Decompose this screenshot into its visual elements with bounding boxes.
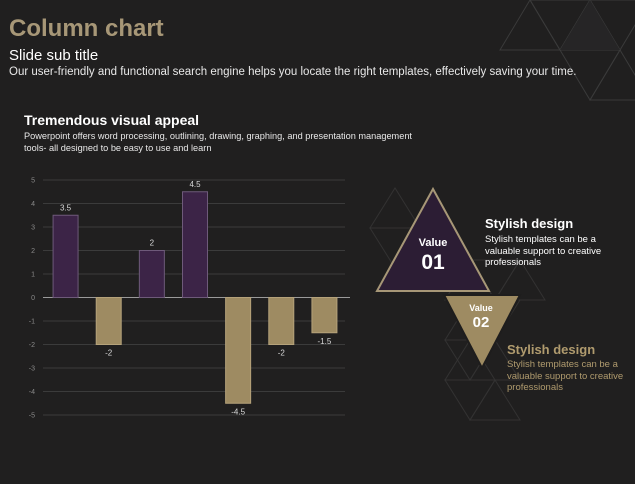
y-tick-label: -1 bbox=[29, 319, 35, 326]
data-label: -2 bbox=[278, 349, 286, 358]
y-tick-label: 0 bbox=[31, 295, 35, 302]
bar bbox=[311, 297, 338, 334]
data-label: 4.5 bbox=[189, 180, 201, 189]
card-02-text: Stylish templates can be a valuable supp… bbox=[507, 359, 624, 393]
slide-subtitle: Slide sub title bbox=[9, 47, 99, 64]
value-02-triangle bbox=[442, 294, 522, 371]
bar bbox=[95, 297, 122, 345]
y-tick-label: -2 bbox=[29, 342, 35, 349]
value-02-number: 02 bbox=[472, 314, 490, 331]
card-01-title: Stylish design bbox=[485, 216, 574, 231]
section-heading: Tremendous visual appeal bbox=[24, 112, 200, 128]
data-label: -2 bbox=[105, 349, 113, 358]
y-tick-label: -4 bbox=[29, 389, 35, 396]
section-body: Powerpoint offers word processing, outli… bbox=[24, 131, 412, 153]
y-tick-label: 5 bbox=[31, 178, 35, 185]
value-01-label: Value bbox=[418, 237, 448, 249]
bar bbox=[138, 250, 165, 298]
data-label: -1.5 bbox=[318, 337, 332, 346]
value-01-number: 01 bbox=[421, 251, 445, 274]
slide-description: Our user-friendly and functional search … bbox=[9, 66, 577, 78]
slide-title: Column chart bbox=[9, 15, 164, 42]
y-tick-label: -5 bbox=[29, 413, 35, 420]
bar bbox=[182, 191, 208, 298]
value-02-label: Value bbox=[469, 303, 493, 313]
value-01-triangle bbox=[375, 186, 491, 292]
card-02-title: Stylish design bbox=[507, 342, 596, 357]
bar bbox=[225, 297, 252, 404]
y-tick-label: 2 bbox=[31, 248, 35, 255]
y-tick-label: -3 bbox=[29, 366, 35, 373]
bar bbox=[52, 214, 79, 298]
data-label: 3.5 bbox=[60, 203, 72, 212]
y-tick-label: 1 bbox=[31, 272, 35, 279]
y-tick-label: 3 bbox=[31, 225, 35, 232]
data-label: -4.5 bbox=[231, 407, 245, 416]
data-label: 2 bbox=[150, 239, 155, 248]
y-tick-label: 4 bbox=[31, 201, 35, 208]
card-01-text: Stylish templates can be a valuable supp… bbox=[485, 234, 602, 268]
bar bbox=[268, 297, 295, 345]
